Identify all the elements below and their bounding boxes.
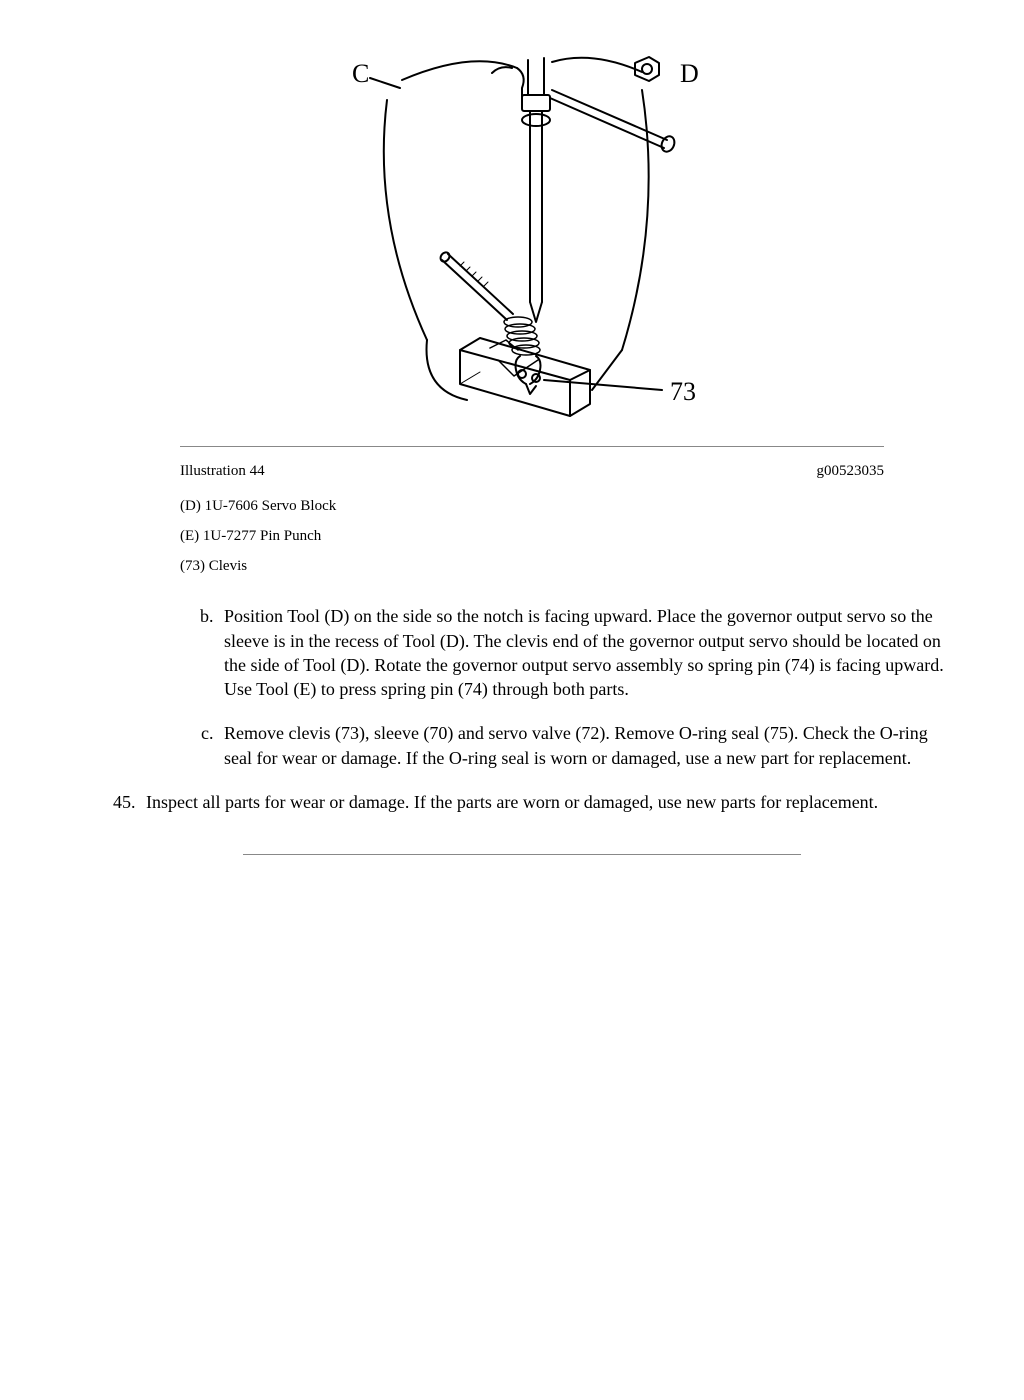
divider — [180, 446, 884, 447]
sub-step-list: Position Tool (D) on the side so the not… — [100, 604, 944, 770]
caption-block: Illustration 44 g00523035 (D) 1U-7606 Se… — [180, 446, 884, 576]
step-b: Position Tool (D) on the side so the not… — [218, 604, 944, 701]
step-45: Inspect all parts for wear or damage. If… — [140, 790, 944, 814]
figure-label-d: D — [680, 59, 699, 88]
legend-e: (E) 1U-7277 Pin Punch — [180, 526, 884, 546]
step-c: Remove clevis (73), sleeve (70) and serv… — [218, 721, 944, 770]
figure-label-73: 73 — [670, 377, 696, 406]
caption-row: Illustration 44 g00523035 — [180, 461, 884, 481]
figure-container: C D 73 — [100, 40, 944, 436]
figure-label-c: C — [352, 59, 369, 88]
technical-illustration: C D 73 — [292, 40, 752, 430]
illustration-number: Illustration 44 — [180, 461, 265, 481]
bottom-divider — [243, 854, 800, 855]
legend-73: (73) Clevis — [180, 556, 884, 576]
legend-d: (D) 1U-7606 Servo Block — [180, 496, 884, 516]
main-step-list: Inspect all parts for wear or damage. If… — [100, 790, 944, 814]
illustration-code: g00523035 — [817, 461, 885, 481]
